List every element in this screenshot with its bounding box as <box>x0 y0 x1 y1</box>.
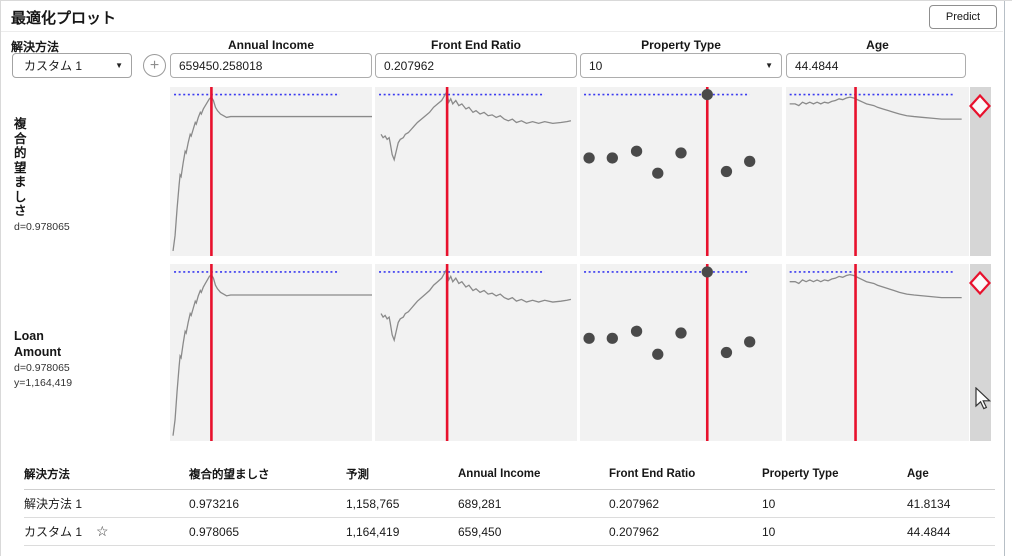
desirability-strip-0 <box>970 87 991 256</box>
factor-value-front-end-ratio: 0.207962 <box>384 58 435 73</box>
profiler-cell-r1-c0[interactable] <box>170 264 372 441</box>
chevron-down-icon: ▼ <box>765 61 773 70</box>
table-cell: 0.978065 <box>189 524 240 539</box>
star-icon[interactable]: ☆ <box>96 523 109 539</box>
desirability-diamond-icon[interactable] <box>968 270 992 296</box>
response-name: Amount <box>14 345 62 359</box>
profiler-cell-r0-c3[interactable] <box>786 87 969 256</box>
profiler-cell-r0-c2[interactable] <box>580 87 782 256</box>
table-row[interactable]: カスタム 1 ☆ 0.978065 1,164,419 659,450 0.207962 1… <box>24 518 995 546</box>
response-label-0: 複合的望ましさ d=0.978065 <box>14 117 70 234</box>
factor-select-property-type[interactable]: 10 ▼ <box>580 53 782 78</box>
level-point[interactable] <box>720 346 733 359</box>
factor-input-front-end-ratio[interactable]: 0.207962 <box>375 53 577 78</box>
level-point[interactable] <box>583 332 595 344</box>
table-cell: 0.973216 <box>189 496 240 511</box>
table-cell: 0.207962 <box>609 496 660 511</box>
table-header--: 複合的望ましさ <box>189 469 270 481</box>
table-cell: 解決方法 1 <box>24 497 83 511</box>
factor-header-property-type: Property Type <box>641 38 721 52</box>
response-stat: d=0.978065 <box>14 220 70 233</box>
page-title: 最適化プロット <box>11 10 117 27</box>
profiler-cell-r1-c1[interactable] <box>375 264 577 441</box>
level-point-selected[interactable] <box>701 266 713 278</box>
table-cell: 10 <box>762 524 776 539</box>
level-point[interactable] <box>583 152 595 164</box>
table-header-front-end-ratio: Front End Ratio <box>609 468 696 480</box>
level-point[interactable] <box>720 165 733 178</box>
level-point[interactable] <box>630 145 643 157</box>
plus-icon: + <box>149 56 160 74</box>
profiler-cell-r0-c0[interactable] <box>170 87 372 256</box>
prediction-trace <box>381 92 571 160</box>
table-row[interactable]: 解決方法 1 0.973216 1,158,765 689,281 0.207962 10… <box>24 490 995 518</box>
prediction-trace <box>790 275 962 298</box>
table-header--: 予測 <box>346 469 369 481</box>
table-header--: 解決方法 <box>24 469 70 481</box>
solution-method-select[interactable]: カスタム 1 ▼ <box>12 53 132 78</box>
level-point[interactable] <box>652 348 664 360</box>
factor-input-annual-income[interactable]: 659450.258018 <box>170 53 372 78</box>
table-cell: 41.8134 <box>907 496 951 511</box>
response-name: Loan <box>14 329 44 343</box>
table-header-property-type: Property Type <box>762 468 839 480</box>
table-cell: 689,281 <box>458 496 502 511</box>
response-stat: y=1,164,419 <box>14 377 73 389</box>
factor-value-property-type: 10 <box>589 58 603 73</box>
panel-right-border <box>1004 1 1005 556</box>
response-stat: d=0.978065 <box>14 362 70 374</box>
table-cell: 1,164,419 <box>346 524 400 539</box>
desirability-diamond-icon[interactable] <box>968 93 992 119</box>
table-cell: 44.4844 <box>907 524 951 539</box>
chevron-down-icon: ▼ <box>115 61 123 70</box>
table-cell: 10 <box>762 496 776 511</box>
prediction-trace <box>173 275 372 436</box>
profiler-cell-r0-c1[interactable] <box>375 87 577 256</box>
solutions-table-header: 解決方法 複合的望ましさ 予測 Annual Income Front End Rati… <box>24 459 995 490</box>
solution-method-label: 解決方法 <box>11 40 60 54</box>
level-point[interactable] <box>675 147 687 159</box>
table-cell: 1,158,765 <box>346 496 400 511</box>
profiler-cell-r1-c2[interactable] <box>580 264 782 441</box>
response-name: 複合的望ましさ <box>14 117 27 218</box>
factor-value-age: 44.4844 <box>795 58 839 73</box>
factor-header-age: Age <box>866 38 889 52</box>
level-point[interactable] <box>744 336 756 348</box>
factor-header-annual-income: Annual Income <box>227 38 314 52</box>
factor-input-age[interactable]: 44.4844 <box>786 53 966 78</box>
response-label-1: Loan Amount d=0.978065 y=1,164,419 <box>14 328 72 390</box>
level-point[interactable] <box>630 325 643 337</box>
profiler-cell-r1-c3[interactable] <box>786 264 969 441</box>
factor-header-front-end-ratio: Front End Ratio <box>431 38 521 52</box>
level-point-selected[interactable] <box>701 89 713 101</box>
table-cell: カスタム 1 ☆ <box>24 523 109 539</box>
add-solution-button[interactable]: + <box>143 54 166 77</box>
table-cell: 659,450 <box>458 524 502 539</box>
table-header-annual-income: Annual Income <box>458 468 541 480</box>
table-header-age: Age <box>907 468 929 480</box>
prediction-trace <box>173 97 372 251</box>
prediction-trace <box>381 269 571 340</box>
prediction-trace <box>790 97 962 119</box>
level-point[interactable] <box>606 332 618 344</box>
predict-button[interactable]: Predict <box>929 5 997 29</box>
level-point[interactable] <box>744 155 756 167</box>
level-point[interactable] <box>675 327 687 339</box>
solutions-table: 解決方法 複合的望ましさ 予測 Annual Income Front End Rati… <box>24 459 995 546</box>
header-divider <box>1 31 1003 32</box>
level-point[interactable] <box>652 167 664 179</box>
solution-method-value: カスタム 1 <box>24 59 83 73</box>
level-point[interactable] <box>606 152 618 164</box>
table-cell: 0.207962 <box>609 524 660 539</box>
factor-value-annual-income: 659450.258018 <box>179 58 263 73</box>
